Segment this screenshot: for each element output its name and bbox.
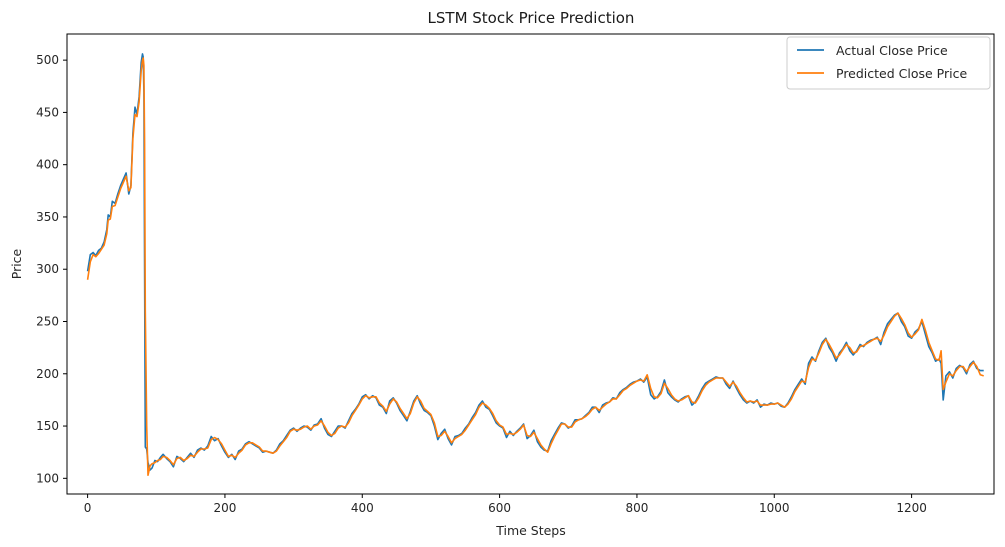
series-predicted-close-price	[86, 57, 984, 477]
y-tick-label: 450	[36, 105, 59, 119]
legend: Actual Close Price Predicted Close Price	[786, 36, 991, 90]
x-tick-label: 200	[213, 501, 236, 515]
x-tick-label: 1000	[759, 501, 790, 515]
x-tick-label: 400	[351, 501, 374, 515]
x-tick-label: 0	[84, 501, 92, 515]
plot-area	[86, 53, 984, 477]
x-tick-label: 1200	[896, 501, 927, 515]
y-tick-label: 350	[36, 210, 59, 224]
y-tick-label: 500	[36, 53, 59, 67]
x-tick-label: 800	[625, 501, 648, 515]
y-tick-label: 300	[36, 262, 59, 276]
x-axis: 0 200 400 600 800 1000 1200	[84, 494, 927, 515]
y-tick-label: 200	[36, 367, 59, 381]
legend-box	[786, 36, 991, 90]
y-tick-label: 150	[36, 419, 59, 433]
chart-title: LSTM Stock Price Prediction	[428, 9, 635, 27]
legend-label-predicted: Predicted Close Price	[836, 66, 967, 81]
plot-frame	[66, 33, 995, 495]
y-axis: 100 150 200 250 300 350 400 450 500	[36, 53, 67, 485]
y-tick-label: 250	[36, 315, 59, 329]
x-axis-label: Time Steps	[495, 523, 566, 538]
y-tick-label: 100	[36, 471, 59, 485]
x-tick-label: 600	[488, 501, 511, 515]
y-axis-label: Price	[9, 248, 24, 279]
legend-label-actual: Actual Close Price	[836, 43, 948, 58]
y-tick-label: 400	[36, 158, 59, 172]
